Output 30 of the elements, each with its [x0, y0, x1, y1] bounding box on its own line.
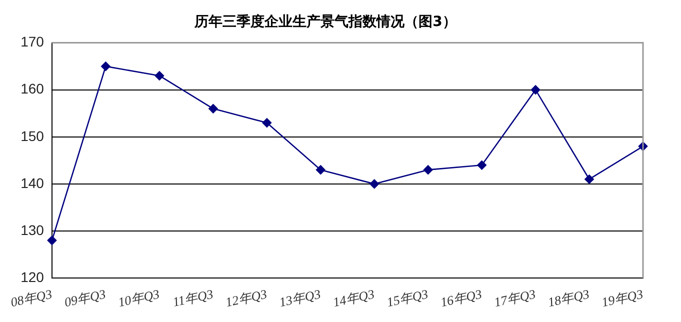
point	[316, 165, 326, 174]
point	[101, 62, 110, 71]
x-tick-label: 09年Q3	[62, 286, 108, 310]
point	[530, 85, 540, 94]
point	[262, 118, 272, 128]
x-tick-label: 16年Q3	[439, 286, 484, 310]
y-tick-label: 150	[20, 128, 44, 144]
x-tick-label: 12年Q3	[224, 286, 269, 310]
point	[584, 174, 594, 184]
x-tick-label: 10年Q3	[116, 286, 162, 310]
y-tick-label: 130	[20, 222, 44, 238]
y-tick-label: 160	[20, 80, 44, 97]
x-tick-label: 17年Q3	[492, 286, 538, 310]
point	[208, 104, 218, 114]
x-tick-label: 15年Q3	[385, 286, 430, 310]
chart-title: 历年三季度企业生产景气指数情况（图3）	[194, 13, 456, 30]
point	[477, 160, 486, 170]
x-tick-label: 14年Q3	[332, 286, 376, 310]
point	[154, 71, 164, 80]
x-tick-label: 08年Q3	[9, 286, 54, 310]
y-tick-label: 120	[20, 268, 44, 285]
x-tick-label: 19年Q3	[600, 286, 645, 310]
y-tick-label: 140	[20, 174, 44, 191]
point	[423, 165, 433, 174]
x-tick-label: 13年Q3	[278, 286, 322, 310]
y-tick-label: 170	[20, 34, 44, 50]
x-tick-label: 11年Q3	[171, 286, 215, 310]
point	[47, 236, 57, 246]
x-tick-label: 18年Q3	[546, 286, 592, 310]
point	[370, 179, 379, 189]
